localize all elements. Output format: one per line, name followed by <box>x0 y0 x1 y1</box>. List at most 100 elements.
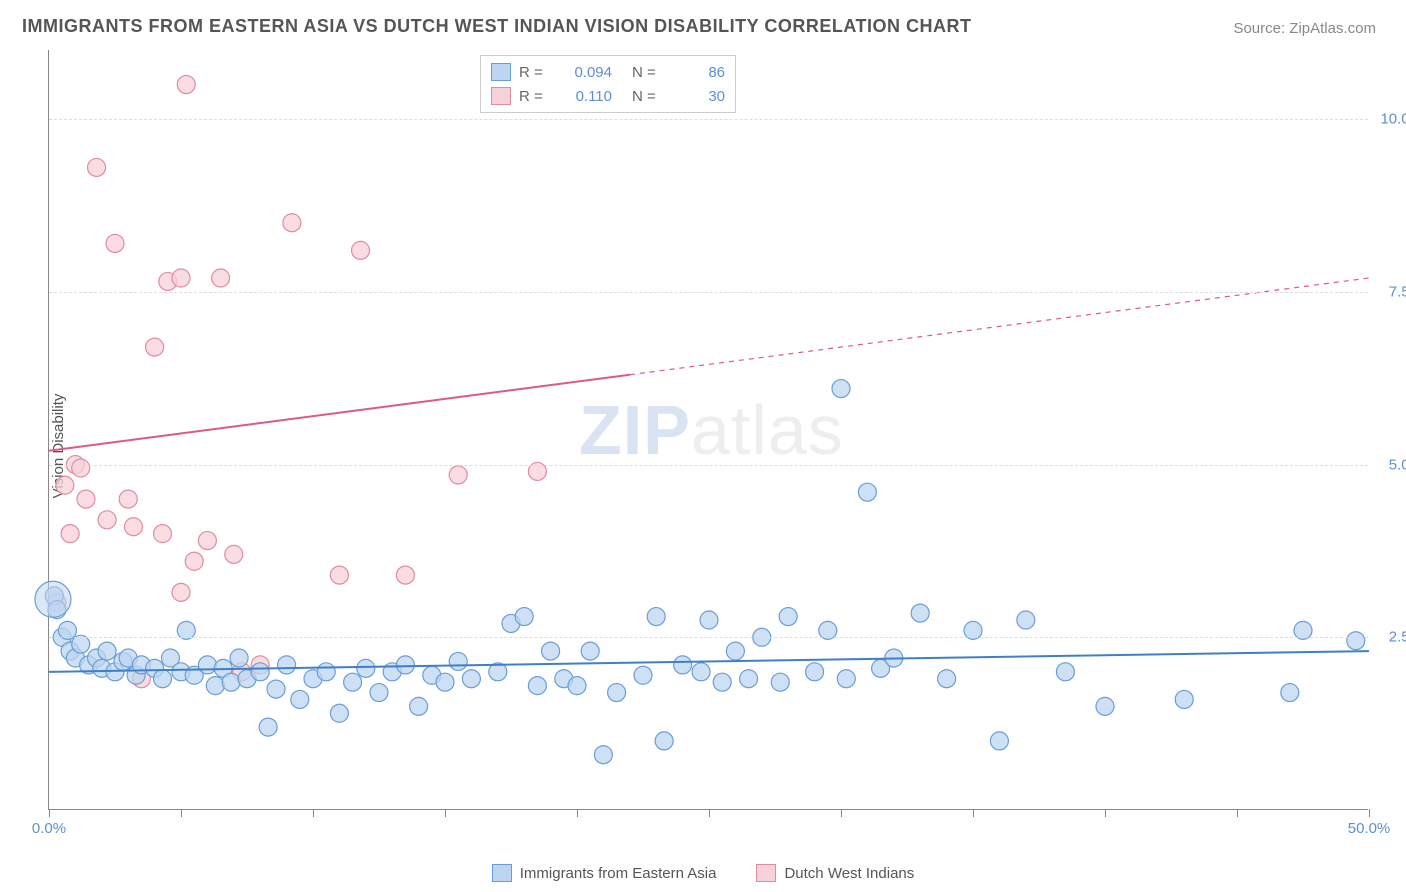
data-point <box>370 684 388 702</box>
data-point <box>146 338 164 356</box>
data-point <box>1096 697 1114 715</box>
data-point <box>267 680 285 698</box>
data-point <box>1347 632 1365 650</box>
data-point <box>462 670 480 688</box>
data-point <box>330 566 348 584</box>
plot-area: ZIPatlas 2.5%5.0%7.5%10.0%0.0%50.0% <box>48 50 1368 810</box>
source-attribution: Source: ZipAtlas.com <box>1233 20 1376 37</box>
data-point <box>259 718 277 736</box>
legend-item-series1: Immigrants from Eastern Asia <box>492 864 717 882</box>
data-point <box>88 158 106 176</box>
y-tick-label: 10.0% <box>1380 111 1406 128</box>
n-value-series1: 86 <box>670 64 725 81</box>
data-point <box>990 732 1008 750</box>
legend-row-series2: R = 0.110 N = 30 <box>491 84 725 108</box>
data-point <box>779 608 797 626</box>
data-point <box>634 666 652 684</box>
data-point <box>98 642 116 660</box>
data-point <box>771 673 789 691</box>
x-tick-label: 50.0% <box>1348 820 1391 837</box>
data-point <box>1017 611 1035 629</box>
data-point <box>230 649 248 667</box>
data-point <box>858 483 876 501</box>
data-point <box>330 704 348 722</box>
data-point <box>449 652 467 670</box>
data-point <box>806 663 824 681</box>
data-point <box>436 673 454 691</box>
data-point <box>177 76 195 94</box>
y-tick-label: 7.5% <box>1389 283 1406 300</box>
data-point <box>608 684 626 702</box>
chart-title: IMMIGRANTS FROM EASTERN ASIA VS DUTCH WE… <box>22 16 972 37</box>
y-tick-label: 5.0% <box>1389 456 1406 473</box>
data-point <box>740 670 758 688</box>
series-legend: Immigrants from Eastern Asia Dutch West … <box>0 864 1406 882</box>
data-point <box>726 642 744 660</box>
n-value-series2: 30 <box>670 88 725 105</box>
data-point <box>317 663 335 681</box>
data-point <box>410 697 428 715</box>
data-point <box>119 490 137 508</box>
data-point <box>1056 663 1074 681</box>
data-point <box>357 659 375 677</box>
data-point <box>124 518 142 536</box>
data-point <box>56 476 74 494</box>
data-point <box>594 746 612 764</box>
scatter-svg <box>49 50 1368 809</box>
data-point <box>581 642 599 660</box>
trend-line <box>49 375 630 451</box>
data-point <box>291 690 309 708</box>
legend-row-series1: R = 0.094 N = 86 <box>491 60 725 84</box>
correlation-legend: R = 0.094 N = 86 R = 0.110 N = 30 <box>480 55 736 113</box>
data-point <box>35 581 71 617</box>
data-point <box>185 552 203 570</box>
data-point <box>212 269 230 287</box>
data-point <box>352 241 370 259</box>
legend-swatch-series1 <box>491 63 511 81</box>
data-point <box>700 611 718 629</box>
chart-container: IMMIGRANTS FROM EASTERN ASIA VS DUTCH WE… <box>0 0 1406 892</box>
data-point <box>396 566 414 584</box>
r-value-series1: 0.094 <box>557 64 612 81</box>
legend-swatch-series2 <box>491 87 511 105</box>
data-point <box>692 663 710 681</box>
data-point <box>528 677 546 695</box>
data-point <box>106 234 124 252</box>
legend-bottom-swatch-1 <box>492 864 512 882</box>
data-point <box>198 656 216 674</box>
data-point <box>278 656 296 674</box>
data-point <box>1175 690 1193 708</box>
data-point <box>911 604 929 622</box>
legend-item-series2: Dutch West Indians <box>756 864 914 882</box>
data-point <box>568 677 586 695</box>
data-point <box>938 670 956 688</box>
x-tick-label: 0.0% <box>32 820 66 837</box>
data-point <box>61 525 79 543</box>
data-point <box>396 656 414 674</box>
data-point <box>154 670 172 688</box>
data-point <box>713 673 731 691</box>
data-point <box>344 673 362 691</box>
data-point <box>72 459 90 477</box>
data-point <box>77 490 95 508</box>
data-point <box>515 608 533 626</box>
data-point <box>154 525 172 543</box>
data-point <box>542 642 560 660</box>
data-point <box>283 214 301 232</box>
data-point <box>225 545 243 563</box>
y-tick-label: 2.5% <box>1389 629 1406 646</box>
data-point <box>1281 684 1299 702</box>
data-point <box>832 380 850 398</box>
data-point <box>647 608 665 626</box>
data-point <box>837 670 855 688</box>
data-point <box>655 732 673 750</box>
data-point <box>674 656 692 674</box>
data-point <box>172 269 190 287</box>
data-point <box>222 673 240 691</box>
data-point <box>251 663 269 681</box>
data-point <box>172 583 190 601</box>
legend-bottom-swatch-2 <box>756 864 776 882</box>
data-point <box>98 511 116 529</box>
data-point <box>206 677 224 695</box>
data-point <box>449 466 467 484</box>
